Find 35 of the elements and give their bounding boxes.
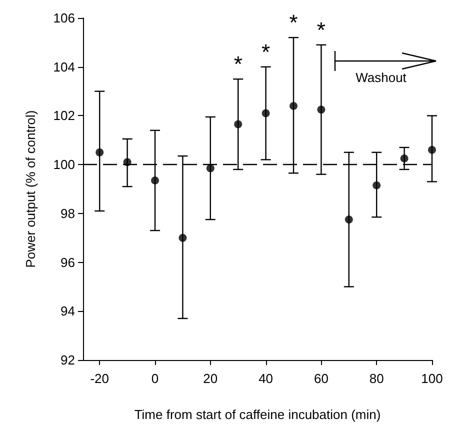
- x-tick-label: 40: [258, 371, 274, 386]
- x-tick-label: -20: [90, 371, 110, 386]
- point: [178, 234, 187, 242]
- point: [372, 181, 381, 190]
- x-tick-label: 100: [421, 371, 443, 386]
- point: [151, 176, 160, 184]
- point: [96, 148, 104, 156]
- point: [400, 154, 408, 162]
- point: [317, 106, 326, 114]
- point: [206, 164, 214, 172]
- y-tick-label: 92: [60, 352, 75, 368]
- annotation: *: [289, 10, 298, 36]
- point: [123, 158, 132, 166]
- annotation: *: [234, 52, 243, 77]
- x-tick-label: 0: [151, 371, 159, 386]
- y-tick-label: 106: [53, 10, 75, 26]
- x-tick-label: 20: [203, 371, 218, 386]
- y-tick-label: 104: [53, 59, 75, 74]
- y-tick-label: 94: [60, 304, 75, 319]
- y-tick-label: 98: [60, 206, 75, 221]
- x-tick-label: 60: [314, 371, 328, 386]
- point: [290, 102, 298, 110]
- point: [344, 216, 353, 224]
- annotation: Washout: [356, 70, 407, 85]
- point: [428, 146, 436, 154]
- annotation: *: [316, 17, 326, 42]
- point: [262, 109, 270, 118]
- y-axis-title: Power output (% of control): [23, 110, 38, 268]
- y-tick-label: 96: [60, 254, 75, 270]
- y-tick-label: 100: [53, 157, 75, 172]
- y-tick-label: 102: [53, 108, 75, 124]
- x-axis-title: Time from start of caffeine incubation (min): [134, 407, 381, 422]
- point: [234, 120, 242, 128]
- x-tick-label: 80: [369, 371, 384, 386]
- annotation: *: [262, 39, 271, 64]
